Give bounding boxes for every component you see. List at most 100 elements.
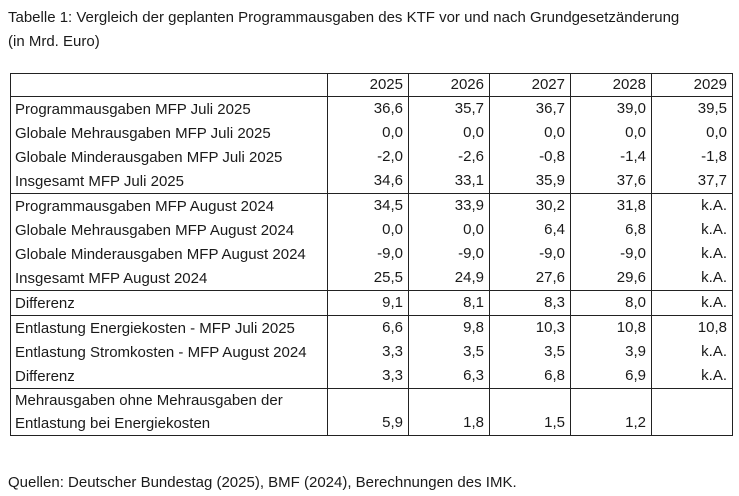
- value-cell: k.A.: [651, 193, 733, 218]
- value-cell: 9,8: [408, 315, 490, 340]
- table-row: Programmausgaben MFP August 2024 34,5 33…: [10, 193, 733, 218]
- row-label: Globale Minderausgaben MFP August 2024: [10, 242, 328, 266]
- row-label: Globale Mehrausgaben MFP August 2024: [10, 218, 328, 242]
- value-cell: 24,9: [408, 266, 490, 291]
- value-cell: 0,0: [489, 121, 571, 145]
- row-label: Differenz: [10, 290, 328, 316]
- row-label: Globale Mehrausgaben MFP Juli 2025: [10, 121, 328, 145]
- table-row: Insgesamt MFP August 2024 25,5 24,9 27,6…: [10, 266, 733, 291]
- value-cell: [651, 388, 733, 436]
- value-cell: k.A.: [651, 266, 733, 291]
- value-cell: 33,9: [408, 193, 490, 218]
- row-label: Insgesamt MFP Juli 2025: [10, 169, 328, 194]
- header-cell: 2025: [327, 73, 409, 97]
- row-label: Insgesamt MFP August 2024: [10, 266, 328, 291]
- row-label: Globale Minderausgaben MFP Juli 2025: [10, 145, 328, 169]
- table-row: Entlastung Stromkosten - MFP August 2024…: [10, 340, 733, 364]
- value-cell: 5,9: [327, 388, 409, 436]
- value-cell: k.A.: [651, 242, 733, 266]
- value-cell: -2,6: [408, 145, 490, 169]
- value-cell: 0,0: [651, 121, 733, 145]
- row-label: Entlastung Energiekosten - MFP Juli 2025: [10, 315, 328, 340]
- value-cell: 3,3: [327, 340, 409, 364]
- value-cell: 10,8: [570, 315, 652, 340]
- value-cell: -0,8: [489, 145, 571, 169]
- value-cell: 1,2: [570, 388, 652, 436]
- table-row: Differenz 9,1 8,1 8,3 8,0 k.A.: [10, 290, 733, 316]
- value-cell: 0,0: [570, 121, 652, 145]
- value-cell: 39,5: [651, 96, 733, 121]
- header-cell: 2027: [489, 73, 571, 97]
- table-row: Differenz 3,3 6,3 6,8 6,9 k.A.: [10, 364, 733, 389]
- value-cell: 0,0: [327, 121, 409, 145]
- value-cell: 37,7: [651, 169, 733, 194]
- value-cell: -9,0: [327, 242, 409, 266]
- value-cell: 29,6: [570, 266, 652, 291]
- value-cell: 0,0: [327, 218, 409, 242]
- value-cell: 6,8: [570, 218, 652, 242]
- header-cell: 2026: [408, 73, 490, 97]
- value-cell: 27,6: [489, 266, 571, 291]
- value-cell: 33,1: [408, 169, 490, 194]
- value-cell: -9,0: [570, 242, 652, 266]
- value-cell: 10,8: [651, 315, 733, 340]
- table-row: Programmausgaben MFP Juli 2025 36,6 35,7…: [10, 96, 733, 121]
- value-cell: 10,3: [489, 315, 571, 340]
- value-cell: 39,0: [570, 96, 652, 121]
- value-cell: 6,3: [408, 364, 490, 389]
- row-label: Entlastung Stromkosten - MFP August 2024: [10, 340, 328, 364]
- value-cell: k.A.: [651, 340, 733, 364]
- table-row: Entlastung Energiekosten - MFP Juli 2025…: [10, 315, 733, 340]
- header-cell: 2028: [570, 73, 652, 97]
- table-row: Globale Minderausgaben MFP Juli 2025 -2,…: [10, 145, 733, 169]
- table-row: Globale Minderausgaben MFP August 2024 -…: [10, 242, 733, 266]
- value-cell: 6,8: [489, 364, 571, 389]
- value-cell: 1,5: [489, 388, 571, 436]
- value-cell: 8,1: [408, 290, 490, 316]
- value-cell: 3,9: [570, 340, 652, 364]
- table-row: Globale Mehrausgaben MFP Juli 2025 0,0 0…: [10, 121, 733, 145]
- row-label: Programmausgaben MFP August 2024: [10, 193, 328, 218]
- value-cell: 36,7: [489, 96, 571, 121]
- value-cell: 6,4: [489, 218, 571, 242]
- value-cell: k.A.: [651, 290, 733, 316]
- header-cell: 2029: [651, 73, 733, 97]
- value-cell: 25,5: [327, 266, 409, 291]
- value-cell: 34,6: [327, 169, 409, 194]
- value-cell: 6,6: [327, 315, 409, 340]
- value-cell: -1,4: [570, 145, 652, 169]
- comparison-table: 2025 2026 2027 2028 2029 Programmausgabe…: [10, 73, 733, 436]
- value-cell: k.A.: [651, 364, 733, 389]
- value-cell: 9,1: [327, 290, 409, 316]
- value-cell: 3,5: [489, 340, 571, 364]
- value-cell: 37,6: [570, 169, 652, 194]
- table-row: Insgesamt MFP Juli 2025 34,6 33,1 35,9 3…: [10, 169, 733, 194]
- value-cell: 8,0: [570, 290, 652, 316]
- value-cell: -9,0: [489, 242, 571, 266]
- row-label: Differenz: [10, 364, 328, 389]
- value-cell: 31,8: [570, 193, 652, 218]
- table-row: Mehrausgaben ohne Mehrausgaben der Entla…: [10, 388, 733, 436]
- header-row: 2025 2026 2027 2028 2029: [10, 73, 733, 97]
- value-cell: 36,6: [327, 96, 409, 121]
- value-cell: 1,8: [408, 388, 490, 436]
- value-cell: 0,0: [408, 218, 490, 242]
- value-cell: 35,9: [489, 169, 571, 194]
- header-cell: [10, 73, 328, 97]
- value-cell: 8,3: [489, 290, 571, 316]
- value-cell: 34,5: [327, 193, 409, 218]
- table-row: Globale Mehrausgaben MFP August 2024 0,0…: [10, 218, 733, 242]
- value-cell: -1,8: [651, 145, 733, 169]
- value-cell: -2,0: [327, 145, 409, 169]
- row-label: Programmausgaben MFP Juli 2025: [10, 96, 328, 121]
- value-cell: k.A.: [651, 218, 733, 242]
- table-caption: Tabelle 1: Vergleich der geplanten Progr…: [8, 9, 680, 50]
- value-cell: 35,7: [408, 96, 490, 121]
- value-cell: 30,2: [489, 193, 571, 218]
- row-label: Mehrausgaben ohne Mehrausgaben der Entla…: [10, 388, 328, 436]
- value-cell: -9,0: [408, 242, 490, 266]
- value-cell: 0,0: [408, 121, 490, 145]
- source-note: Quellen: Deutscher Bundestag (2025), BMF…: [8, 474, 517, 491]
- value-cell: 3,5: [408, 340, 490, 364]
- value-cell: 6,9: [570, 364, 652, 389]
